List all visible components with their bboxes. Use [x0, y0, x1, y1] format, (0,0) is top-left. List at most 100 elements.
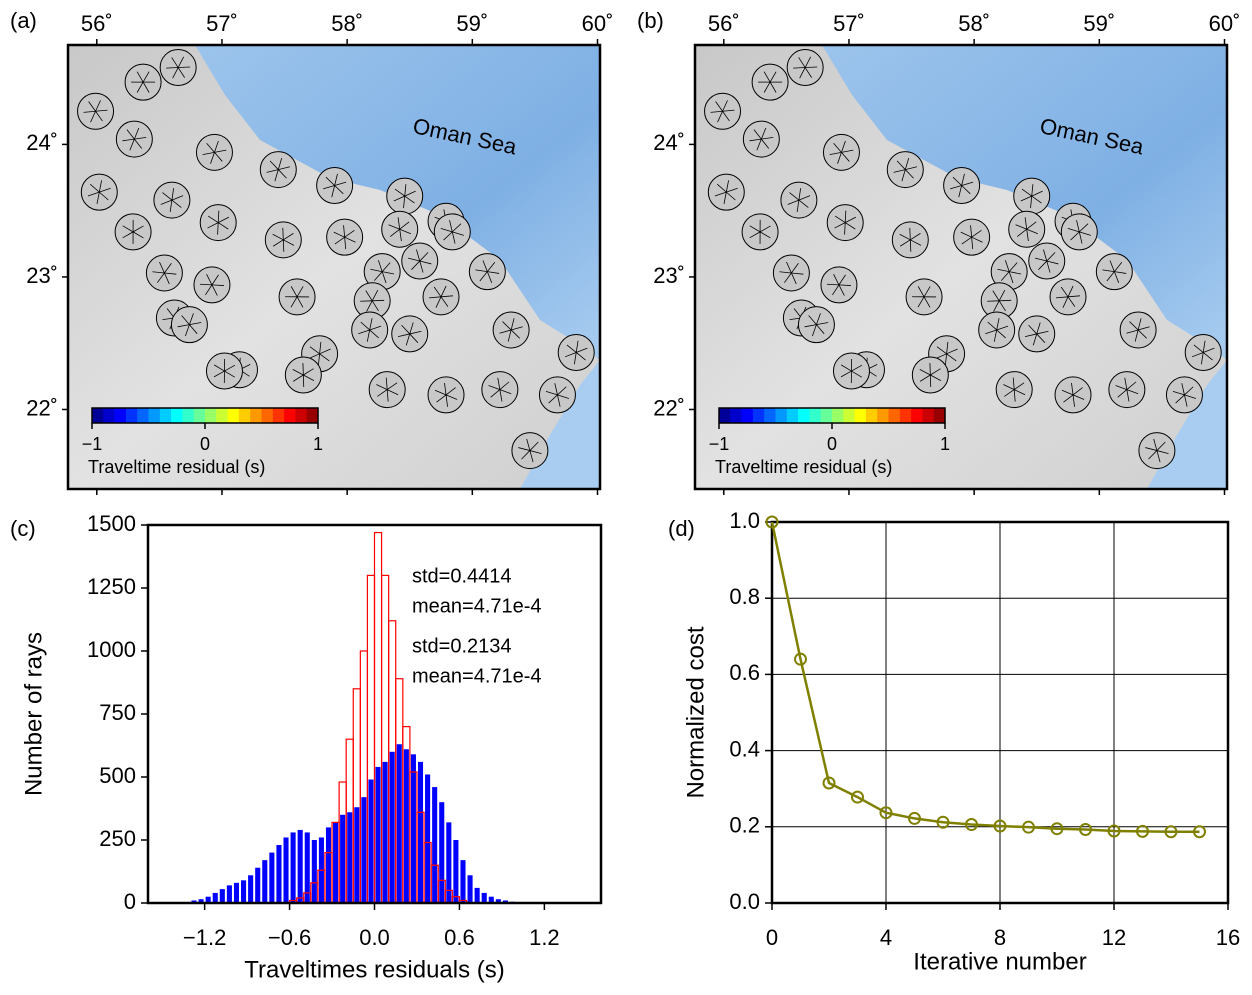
station-spoke — [274, 169, 279, 182]
station-spoke — [726, 187, 738, 193]
station-spoke — [970, 225, 973, 238]
panel-label: (a) — [10, 8, 37, 33]
station-spoke — [322, 185, 335, 190]
station-spoke — [434, 389, 447, 396]
station-spoke — [791, 272, 804, 275]
station-spoke — [840, 364, 852, 372]
x-tick-label: 0 — [766, 925, 778, 950]
station-spoke — [1115, 385, 1127, 390]
panel-label: (c) — [10, 516, 36, 541]
station-spoke — [164, 263, 172, 274]
station-spoke — [759, 231, 771, 239]
station-spoke — [132, 231, 144, 239]
station-spoke — [971, 229, 982, 238]
station-spoke — [317, 353, 321, 366]
station-spoke — [1067, 295, 1081, 298]
station — [826, 204, 864, 242]
colorbar-cell — [148, 408, 161, 423]
station-spoke — [479, 271, 488, 282]
station-spoke — [1061, 389, 1074, 396]
station-spoke — [1191, 352, 1204, 358]
station-spoke — [798, 195, 811, 201]
station-spoke — [1031, 184, 1034, 197]
station-spoke — [408, 257, 420, 262]
station-spoke — [399, 229, 402, 242]
station-spoke — [210, 152, 215, 164]
y-tick-label: 1000 — [87, 637, 136, 662]
colorbar-cell — [741, 408, 754, 423]
station-spoke — [488, 385, 500, 390]
station — [707, 173, 745, 211]
station-spoke — [829, 151, 842, 156]
station-spoke — [360, 321, 370, 331]
station-spoke — [217, 222, 219, 235]
station — [145, 254, 183, 292]
colorbar-tick-label: 0 — [827, 434, 837, 454]
station-spoke — [1026, 221, 1037, 230]
station-spoke — [1056, 296, 1069, 299]
station-spoke — [89, 183, 100, 193]
histogram-bar — [311, 840, 317, 903]
station — [911, 356, 949, 394]
colorbar-cell — [832, 408, 844, 423]
station-spoke — [833, 143, 842, 153]
station-spoke — [1114, 262, 1123, 272]
station — [433, 213, 471, 251]
station-spoke — [1181, 383, 1185, 395]
station-spoke — [1030, 196, 1033, 209]
station-spoke — [319, 353, 330, 362]
station — [978, 311, 1016, 349]
station-spoke — [1043, 249, 1048, 262]
histogram-bar — [495, 899, 501, 903]
station-spoke — [214, 149, 227, 153]
station-spoke — [804, 67, 812, 78]
station-spoke — [804, 56, 812, 68]
station — [990, 253, 1028, 291]
station-spoke — [290, 286, 298, 298]
station — [1049, 278, 1087, 316]
station-spoke — [1038, 260, 1048, 270]
station — [1060, 213, 1098, 251]
station-spoke — [905, 166, 918, 170]
station-spoke — [971, 236, 983, 243]
station-spoke — [763, 71, 771, 83]
y-tick-label: 0.4 — [729, 736, 760, 761]
marker — [822, 776, 836, 790]
station-spoke — [993, 329, 998, 342]
station-spoke — [207, 215, 219, 223]
station-spoke — [1003, 384, 1015, 390]
station-spoke — [715, 101, 723, 112]
station-spoke — [217, 210, 220, 223]
station-spoke — [985, 329, 997, 335]
marker — [965, 818, 978, 832]
station-spoke — [164, 272, 177, 275]
station — [386, 177, 424, 215]
y-tick-label: 0.8 — [729, 584, 760, 609]
station-spoke — [1035, 257, 1047, 262]
station-spoke — [992, 290, 1000, 302]
marker — [1079, 822, 1092, 836]
station-spoke — [171, 195, 184, 201]
station-spoke — [388, 224, 400, 230]
station-spoke — [1028, 324, 1038, 335]
station-spoke — [716, 183, 727, 193]
station-spoke — [573, 352, 577, 365]
station-spoke — [1036, 322, 1041, 335]
station-spoke — [798, 199, 809, 208]
station-spoke — [344, 236, 356, 243]
station-spoke — [717, 111, 723, 123]
colorbar-cell — [899, 408, 912, 423]
station — [481, 371, 519, 409]
station-spoke — [832, 284, 840, 296]
y-tick-label: 23˚ — [653, 263, 685, 288]
histogram-bar — [191, 900, 197, 903]
station-spoke — [1031, 190, 1043, 197]
station-spoke — [725, 180, 729, 193]
histogram-bar — [502, 900, 508, 903]
station-spoke — [436, 394, 447, 403]
station-spoke — [381, 271, 387, 284]
station-spoke — [993, 300, 1000, 312]
station-spoke — [292, 369, 304, 376]
station-spoke — [763, 81, 771, 93]
